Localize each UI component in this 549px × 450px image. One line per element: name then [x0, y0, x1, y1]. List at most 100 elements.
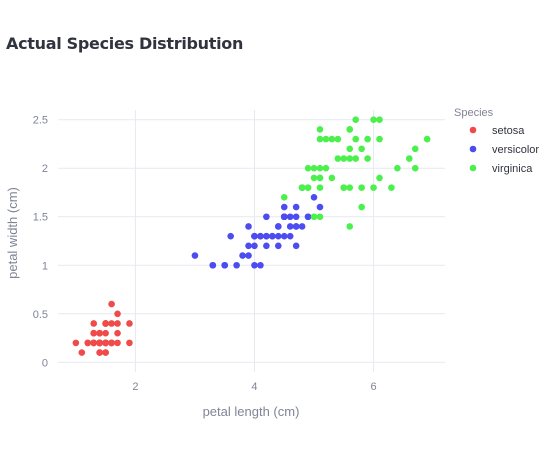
series-versicolor[interactable]: [192, 184, 324, 268]
legend-item-versicolor[interactable]: versicolor: [470, 144, 540, 156]
point-virginica[interactable]: [376, 175, 383, 182]
point-versicolor[interactable]: [239, 252, 246, 259]
point-versicolor[interactable]: [257, 233, 264, 240]
point-versicolor[interactable]: [275, 243, 282, 250]
point-virginica[interactable]: [376, 136, 383, 143]
point-setosa[interactable]: [108, 301, 115, 308]
point-virginica[interactable]: [406, 155, 413, 162]
point-versicolor[interactable]: [293, 243, 300, 250]
point-virginica[interactable]: [358, 184, 365, 191]
point-setosa[interactable]: [114, 320, 121, 327]
legend[interactable]: Species setosa versicolor virginica: [454, 107, 539, 175]
point-setosa[interactable]: [102, 330, 109, 337]
point-virginica[interactable]: [317, 126, 324, 133]
point-virginica[interactable]: [352, 155, 359, 162]
point-setosa[interactable]: [114, 340, 121, 347]
point-setosa[interactable]: [96, 330, 103, 337]
point-virginica[interactable]: [311, 175, 318, 182]
point-versicolor[interactable]: [293, 223, 300, 230]
point-versicolor[interactable]: [281, 204, 288, 211]
point-versicolor[interactable]: [221, 262, 228, 269]
point-versicolor[interactable]: [263, 243, 270, 250]
point-virginica[interactable]: [299, 184, 306, 191]
series-virginica[interactable]: [281, 116, 430, 229]
point-versicolor[interactable]: [245, 223, 252, 230]
point-virginica[interactable]: [335, 155, 342, 162]
point-setosa[interactable]: [114, 330, 121, 337]
point-versicolor[interactable]: [245, 252, 252, 259]
point-versicolor[interactable]: [275, 223, 282, 230]
point-versicolor[interactable]: [251, 262, 258, 269]
point-virginica[interactable]: [370, 184, 377, 191]
point-setosa[interactable]: [84, 340, 91, 347]
point-virginica[interactable]: [311, 213, 318, 220]
point-versicolor[interactable]: [293, 204, 300, 211]
point-setosa[interactable]: [90, 340, 97, 347]
point-virginica[interactable]: [317, 213, 324, 220]
series-setosa[interactable]: [73, 301, 133, 356]
point-virginica[interactable]: [340, 184, 347, 191]
point-versicolor[interactable]: [305, 213, 312, 220]
point-virginica[interactable]: [346, 126, 353, 133]
point-virginica[interactable]: [388, 184, 395, 191]
point-versicolor[interactable]: [251, 243, 258, 250]
point-virginica[interactable]: [412, 165, 419, 172]
point-versicolor[interactable]: [263, 233, 270, 240]
point-virginica[interactable]: [358, 146, 365, 153]
point-versicolor[interactable]: [287, 233, 294, 240]
point-setosa[interactable]: [108, 340, 115, 347]
point-setosa[interactable]: [108, 320, 115, 327]
point-virginica[interactable]: [311, 165, 318, 172]
point-virginica[interactable]: [329, 136, 336, 143]
point-setosa[interactable]: [96, 340, 103, 347]
point-versicolor[interactable]: [275, 233, 282, 240]
point-setosa[interactable]: [102, 320, 109, 327]
point-virginica[interactable]: [346, 146, 353, 153]
point-setosa[interactable]: [73, 340, 80, 347]
point-virginica[interactable]: [424, 136, 431, 143]
point-virginica[interactable]: [370, 116, 377, 123]
point-virginica[interactable]: [335, 136, 342, 143]
point-versicolor[interactable]: [287, 213, 294, 220]
point-setosa[interactable]: [90, 320, 97, 327]
point-virginica[interactable]: [358, 204, 365, 211]
point-versicolor[interactable]: [269, 233, 276, 240]
point-versicolor[interactable]: [299, 223, 306, 230]
point-setosa[interactable]: [102, 340, 109, 347]
point-virginica[interactable]: [317, 184, 324, 191]
point-virginica[interactable]: [394, 165, 401, 172]
point-versicolor[interactable]: [227, 233, 234, 240]
legend-item-setosa[interactable]: setosa: [470, 125, 526, 137]
point-versicolor[interactable]: [192, 252, 199, 259]
point-virginica[interactable]: [340, 155, 347, 162]
point-virginica[interactable]: [352, 116, 359, 123]
point-virginica[interactable]: [364, 136, 371, 143]
point-versicolor[interactable]: [287, 223, 294, 230]
point-versicolor[interactable]: [251, 233, 258, 240]
point-versicolor[interactable]: [311, 194, 318, 201]
point-virginica[interactable]: [305, 184, 312, 191]
point-setosa[interactable]: [96, 349, 103, 356]
point-virginica[interactable]: [317, 175, 324, 182]
point-virginica[interactable]: [281, 194, 288, 201]
point-versicolor[interactable]: [293, 213, 300, 220]
point-virginica[interactable]: [317, 136, 324, 143]
point-virginica[interactable]: [352, 136, 359, 143]
point-versicolor[interactable]: [257, 262, 264, 269]
data-points[interactable]: [73, 116, 431, 355]
point-virginica[interactable]: [323, 136, 330, 143]
legend-item-virginica[interactable]: virginica: [470, 163, 534, 175]
point-virginica[interactable]: [323, 165, 330, 172]
point-virginica[interactable]: [346, 155, 353, 162]
point-virginica[interactable]: [346, 184, 353, 191]
point-virginica[interactable]: [376, 116, 383, 123]
point-virginica[interactable]: [305, 165, 312, 172]
point-versicolor[interactable]: [281, 213, 288, 220]
point-versicolor[interactable]: [210, 262, 217, 269]
point-virginica[interactable]: [346, 223, 353, 230]
point-setosa[interactable]: [126, 340, 133, 347]
point-setosa[interactable]: [126, 320, 133, 327]
point-virginica[interactable]: [364, 155, 371, 162]
point-setosa[interactable]: [90, 330, 97, 337]
